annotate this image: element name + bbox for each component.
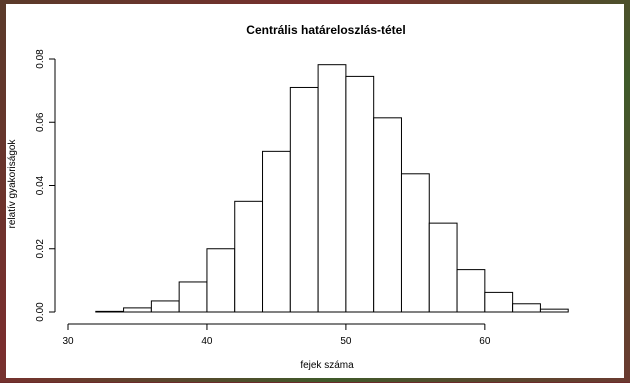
x-tick-label-60: 60 xyxy=(479,336,491,347)
y-tick-label-4: 0.08 xyxy=(35,49,46,69)
histogram-bar-38-40 xyxy=(178,281,208,313)
histogram-bar-62-64 xyxy=(512,303,541,313)
y-tick-label-0: 0.00 xyxy=(35,302,46,322)
x-axis-label: fejek száma xyxy=(300,360,354,371)
histogram-bar-44-46 xyxy=(262,150,291,313)
bars-group xyxy=(95,64,569,313)
histogram-bar-54-56 xyxy=(400,173,430,313)
histogram-bar-64-66 xyxy=(539,308,569,313)
plot-panel: Centrális határeloszlás-tétel fejek szám… xyxy=(6,4,624,378)
histogram-bar-52-54 xyxy=(373,117,402,313)
histogram-bar-56-58 xyxy=(428,222,458,313)
histogram-bar-36-38 xyxy=(150,300,180,313)
histogram-bar-50-52 xyxy=(345,75,375,313)
histogram-bar-60-62 xyxy=(484,291,514,313)
x-tick-label-40: 40 xyxy=(201,336,213,347)
histogram-bar-46-48 xyxy=(289,86,319,313)
y-tick-label-2: 0.04 xyxy=(35,175,46,195)
y-tick-label-1: 0.02 xyxy=(35,239,46,259)
chart-title: Centrális határeloszlás-tétel xyxy=(246,23,405,37)
histogram-bar-32-34 xyxy=(95,310,125,313)
x-axis: 30 40 50 60 xyxy=(62,323,491,347)
y-axis: 0.00 0.02 0.04 0.06 0.08 xyxy=(35,49,56,322)
histogram-bar-34-36 xyxy=(123,307,152,313)
histogram-bar-42-44 xyxy=(234,200,264,313)
y-tick-label-3: 0.06 xyxy=(35,112,46,132)
y-axis-label: relatív gyakoriságok xyxy=(7,139,18,229)
x-tick-label-50: 50 xyxy=(340,336,352,347)
x-tick-label-30: 30 xyxy=(62,336,74,347)
histogram-bar-58-60 xyxy=(456,269,486,313)
histogram-bar-40-42 xyxy=(206,248,236,313)
histogram-chart: Centrális határeloszlás-tétel fejek szám… xyxy=(7,23,569,371)
histogram-bar-48-50 xyxy=(317,64,347,313)
